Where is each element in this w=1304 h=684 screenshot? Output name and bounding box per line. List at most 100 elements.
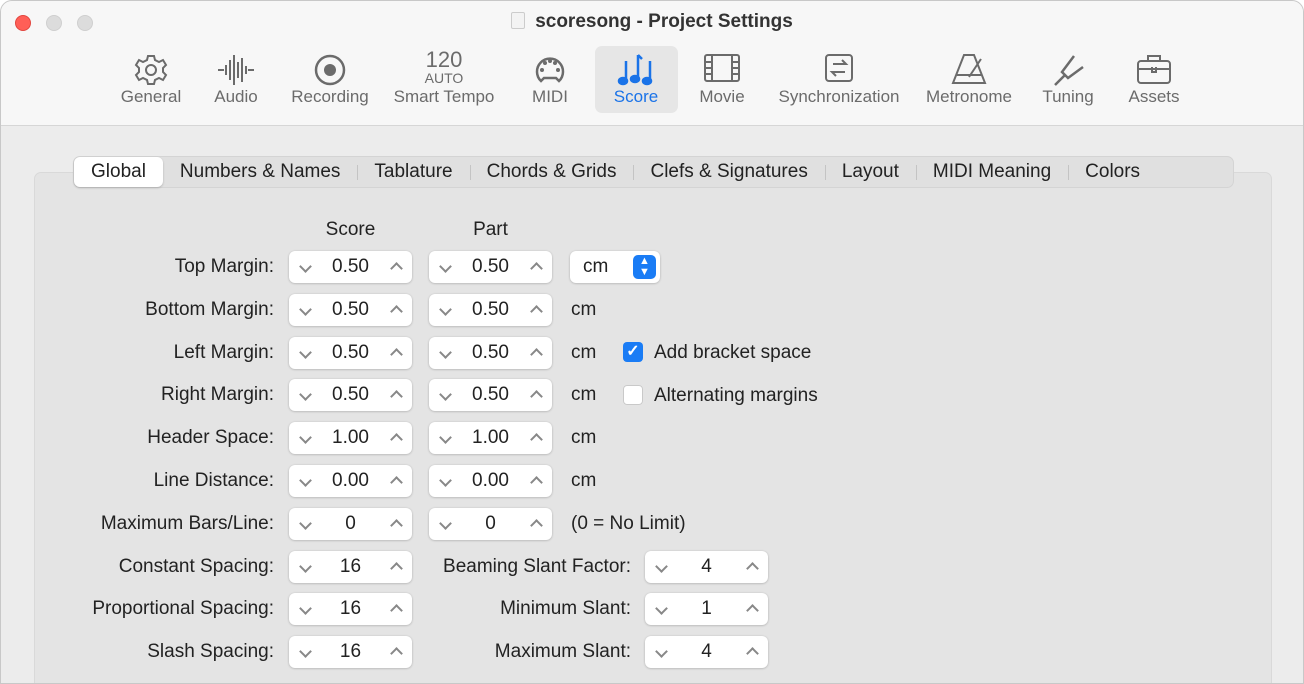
increment-chevron-up-icon[interactable] [382,337,410,369]
increment-chevron-up-icon[interactable] [382,593,410,625]
stepper-value: 16 [339,598,362,620]
minimum-slant-label: Minimum Slant: [500,598,631,620]
right-margin-part-stepper[interactable]: 0.50 [429,379,552,412]
column-header-part: Part [473,219,508,240]
add-bracket-space-checkbox[interactable]: ✓ [623,342,643,362]
right-margin-score-stepper[interactable]: 0.50 [289,379,412,412]
increment-chevron-up-icon[interactable] [522,465,550,497]
increment-chevron-up-icon[interactable] [738,551,766,583]
top-margin-score-stepper[interactable]: 0.50 [289,251,412,283]
header-space-label: Header Space: [147,427,274,449]
toolbar-item-audio[interactable]: Audio [206,46,266,113]
increment-chevron-up-icon[interactable] [382,251,410,283]
increment-chevron-up-icon[interactable] [382,508,410,540]
toolbar-item-metronome[interactable]: Metronome [919,46,1019,113]
left-margin-part-stepper[interactable]: 0.50 [429,336,552,369]
maximum-bars-line-label: Maximum Bars/Line: [100,512,274,534]
toolbar-item-general[interactable]: General [116,46,186,113]
increment-chevron-up-icon[interactable] [382,379,410,411]
maximum-bars-line-part-stepper[interactable]: 0 [429,507,552,540]
maximum-slant-stepper[interactable]: 4 [645,636,768,669]
increment-chevron-up-icon[interactable] [522,508,550,540]
bottom-margin-label: Bottom Margin: [145,298,274,320]
increment-chevron-up-icon[interactable] [738,636,766,668]
toolbar-item-label: Recording [291,87,369,106]
maximum-bars-line-score-stepper[interactable]: 0 [289,507,412,540]
increment-chevron-up-icon[interactable] [522,422,550,454]
top-margin-part-stepper[interactable]: 0.50 [429,251,552,283]
bottom-margin-unit: cm [571,298,597,320]
stepper-value: 0.50 [332,384,369,406]
tempo-value: 120 [425,47,463,72]
toolbar-item-label: Movie [699,87,745,106]
toolbar-item-label: Tuning [1042,87,1094,106]
increment-chevron-up-icon[interactable] [382,636,410,668]
toolbar-item-score[interactable]: Score [594,46,678,113]
zoom-button[interactable] [77,15,93,31]
stepper-value: 1.00 [472,427,509,449]
title-text: scoresong - Project Settings [535,11,793,32]
toolbar-item-tuning[interactable]: Tuning [1035,46,1101,113]
tab-clefs-signatures[interactable]: Clefs & Signatures [633,157,824,187]
tab-tablature[interactable]: Tablature [357,157,469,187]
tab-midi-meaning[interactable]: MIDI Meaning [915,157,1068,187]
left-margin-label: Left Margin: [173,341,274,363]
toolbar-item-recording[interactable]: Recording [287,46,373,113]
proportional-spacing-label: Proportional Spacing: [92,598,274,620]
tempo-icon: 120 AUTO [389,47,499,86]
stepper-value: 0.50 [332,256,369,277]
stepper-value: 0.50 [472,384,509,406]
stepper-value: 4 [701,641,712,663]
toolbar-item-smart-tempo[interactable]: 120 AUTO Smart Tempo [389,46,499,113]
maximum-slant-label: Maximum Slant: [494,641,631,663]
increment-chevron-up-icon[interactable] [522,294,550,326]
toolbar-item-midi[interactable]: MIDI [520,46,580,113]
line-distance-part-stepper[interactable]: 0.00 [429,465,552,497]
close-button[interactable] [15,15,31,31]
increment-chevron-up-icon[interactable] [522,379,550,411]
right-margin-label: Right Margin: [161,384,274,406]
alternating-margins-checkbox[interactable] [623,385,643,405]
tab-chords-grids[interactable]: Chords & Grids [469,157,634,187]
constant-spacing-score-stepper[interactable]: 16 [289,550,412,583]
header-space-part-stepper[interactable]: 1.00 [429,422,552,455]
increment-chevron-up-icon[interactable] [522,251,550,283]
tab-global[interactable]: Global [74,157,163,187]
left-margin-score-stepper[interactable]: 0.50 [289,336,412,369]
stepper-value: 0.50 [332,341,369,363]
increment-chevron-up-icon[interactable] [522,337,550,369]
tab-numbers-names[interactable]: Numbers & Names [179,161,341,182]
toolbar-item-movie[interactable]: Movie [692,46,752,113]
proportional-spacing-score-stepper[interactable]: 16 [289,593,412,626]
header-space-score-stepper[interactable]: 1.00 [289,422,412,455]
tab-colors[interactable]: Colors [1068,157,1157,187]
toolbar-item-synchronization[interactable]: Synchronization [772,46,906,113]
window-title: scoresong - Project Settings [1,11,1303,33]
checkmark-icon: ✓ [626,343,640,360]
bottom-margin-part-stepper[interactable]: 0.50 [429,293,552,326]
slash-spacing-score-stepper[interactable]: 16 [289,636,412,669]
toolbar-item-label: General [120,87,182,106]
line-distance-unit: cm [571,470,597,491]
minimize-button[interactable] [46,15,62,31]
increment-chevron-up-icon[interactable] [382,551,410,583]
toolbar-item-assets[interactable]: Assets [1121,46,1187,113]
stepper-value: 0.50 [332,298,369,320]
line-distance-score-stepper[interactable]: 0.00 [289,465,412,497]
increment-chevron-up-icon[interactable] [738,593,766,625]
stepper-value: 0 [345,512,356,534]
beaming-slant-factor-stepper[interactable]: 4 [645,550,768,583]
unit-popup[interactable]: cm ▲ ▼ [570,251,660,283]
stepper-value: 16 [339,555,362,577]
stepper-value: 4 [701,555,712,577]
increment-chevron-up-icon[interactable] [382,422,410,454]
minimum-slant-stepper[interactable]: 1 [645,593,768,626]
stepper-value: 1.00 [332,427,369,449]
increment-chevron-up-icon[interactable] [382,465,410,497]
tab-layout[interactable]: Layout [824,157,916,187]
slash-spacing-label: Slash Spacing: [147,641,274,663]
beaming-slant-factor-label: Beaming Slant Factor: [443,555,631,577]
header-space-unit: cm [571,427,597,449]
bottom-margin-score-stepper[interactable]: 0.50 [289,293,412,326]
increment-chevron-up-icon[interactable] [382,294,410,326]
